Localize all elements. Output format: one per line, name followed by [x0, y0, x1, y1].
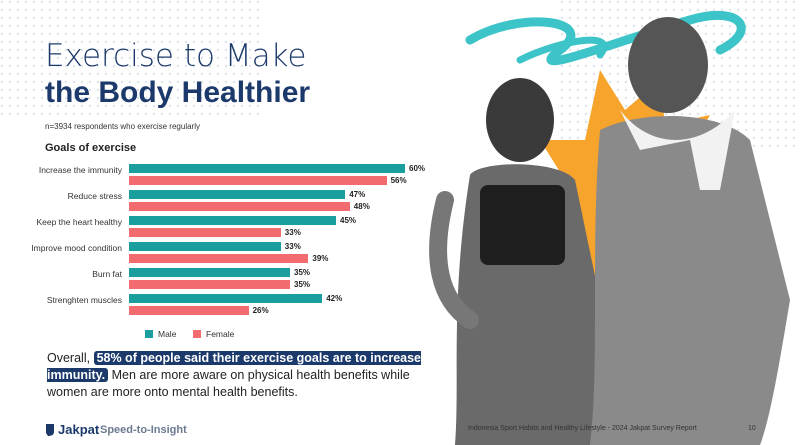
legend-label: Female	[206, 329, 235, 339]
bar	[129, 164, 405, 173]
chart-title: Goals of exercise	[45, 142, 137, 154]
value-label: 60%	[409, 164, 426, 173]
title: Exercise to Make	[45, 38, 307, 74]
bar	[129, 254, 309, 263]
summary-text: Men are more aware on physical health be…	[47, 368, 410, 399]
summary: Overall, 58% of people said their exerci…	[47, 350, 427, 401]
page-number: 10	[748, 425, 756, 432]
bar	[129, 242, 281, 251]
bar	[129, 228, 281, 237]
bar	[129, 306, 249, 315]
value-label: 48%	[353, 202, 370, 211]
category-label: Burn fat	[92, 269, 122, 279]
value-label: 42%	[326, 294, 343, 303]
legend-swatch	[145, 330, 153, 338]
category-label: Improve mood condition	[31, 243, 122, 253]
value-label: 45%	[340, 216, 357, 225]
value-label: 33%	[284, 242, 301, 251]
legend-swatch	[193, 330, 201, 338]
bar	[129, 216, 336, 225]
bar	[129, 202, 350, 211]
category-label: Keep the heart healthy	[36, 217, 122, 227]
value-label: 35%	[294, 268, 311, 277]
value-label: 39%	[312, 254, 329, 263]
bar	[129, 294, 323, 303]
bar	[129, 176, 387, 185]
value-label: 26%	[252, 306, 269, 315]
category-label: Reduce stress	[67, 191, 122, 201]
value-label: 47%	[349, 190, 366, 199]
bar	[129, 190, 346, 199]
note: n=3934 respondents who exercise regularl…	[45, 122, 200, 131]
legend-label: Male	[158, 329, 177, 339]
value-label: 33%	[284, 228, 301, 237]
value-label: 56%	[390, 176, 407, 185]
category-label: Increase the immunity	[38, 165, 122, 175]
bar	[129, 280, 290, 289]
logo-icon	[46, 424, 54, 436]
tagline: Speed-to-Insight	[100, 424, 187, 436]
category-label: Strenghten muscles	[46, 295, 122, 305]
value-label: 35%	[294, 280, 311, 289]
brand: Jakpat	[58, 422, 100, 437]
summary-text: Overall,	[47, 351, 91, 365]
title: the Body Healthier	[45, 76, 311, 109]
report-name: Indonesia Sport Habits and Healthy Lifes…	[468, 425, 697, 432]
bar	[129, 268, 290, 277]
